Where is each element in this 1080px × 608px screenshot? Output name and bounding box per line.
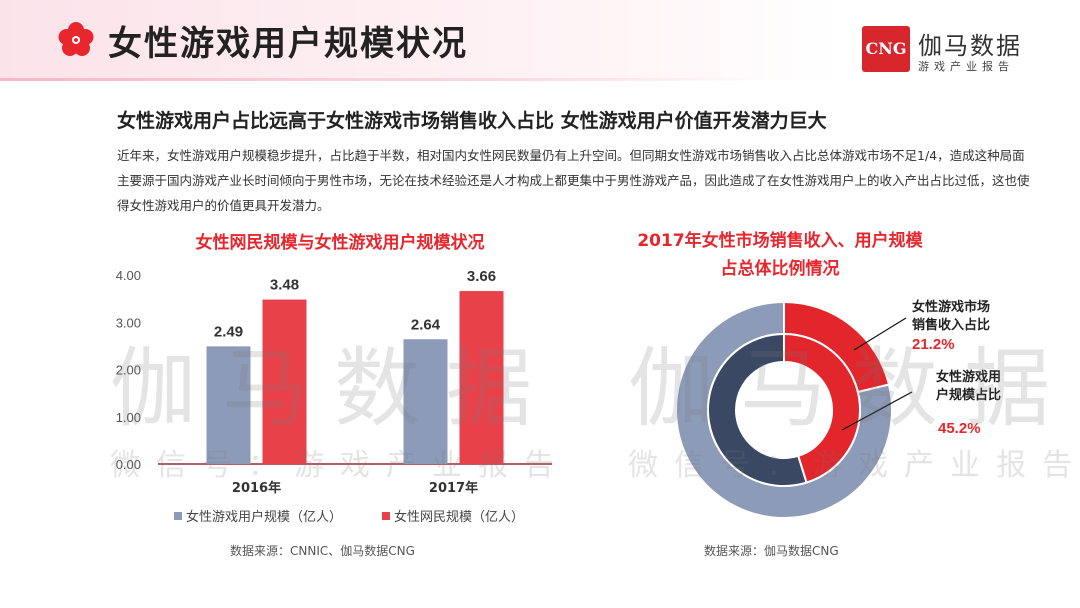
bar xyxy=(403,339,448,464)
logo-name: 伽马数据 xyxy=(918,32,1022,60)
legend-swatch xyxy=(382,512,390,520)
y-tick-label: 3.00 xyxy=(116,315,141,330)
bar-chart-source: 数据来源：CNNIC、伽马数据CNG xyxy=(230,544,415,558)
callout-revenue-line2: 销售收入占比 xyxy=(912,317,990,333)
donut-chart-title-line1: 2017年女性市场销售收入、用户规模 xyxy=(637,231,923,251)
legend-swatch xyxy=(174,512,182,520)
x-category-label: 2016年 xyxy=(232,480,281,496)
callout-users-line1: 女性游戏用 xyxy=(936,369,1001,385)
callout-line-users xyxy=(841,391,913,431)
y-tick-label: 0.00 xyxy=(116,457,141,472)
callout-revenue-line1: 女性游戏市场 xyxy=(912,299,990,315)
bar-chart-title: 女性网民规模与女性游戏用户规模状况 xyxy=(195,233,485,253)
bar-value-label: 2.49 xyxy=(214,323,243,340)
bar-value-label: 2.64 xyxy=(411,316,441,333)
donut-inner-rest-slice xyxy=(707,332,808,487)
x-category-label: 2017年 xyxy=(429,480,478,496)
intro-paragraph: 近年来，女性游戏用户规模稳步提升，占比趋于半数，相对国内女性网民数量仍有上升空间… xyxy=(117,148,1030,213)
donut-chart-title-line2: 占总体比例情况 xyxy=(720,259,840,279)
bar-value-label: 3.48 xyxy=(270,277,299,294)
y-tick-label: 4.00 xyxy=(116,268,141,283)
page-title: 女性游戏用户规模状况 xyxy=(108,24,468,64)
legend-label: 女性网民规模（亿人） xyxy=(394,509,524,525)
bar-value-label: 3.66 xyxy=(467,268,496,285)
y-tick-label: 1.00 xyxy=(116,410,141,425)
donut-chart-source: 数据来源：伽马数据CNG xyxy=(704,544,839,558)
bar xyxy=(262,299,307,464)
callout-line-revenue xyxy=(853,317,907,351)
y-tick-label: 2.00 xyxy=(116,363,141,378)
logo-subtitle: 游戏产业报告 xyxy=(918,60,1014,73)
callout-revenue-value: 21.2% xyxy=(912,336,955,353)
header-divider xyxy=(0,78,760,81)
callout-users-line2: 户规模占比 xyxy=(936,387,1001,403)
cng-logo: CNG xyxy=(862,26,910,72)
callout-users-value: 45.2% xyxy=(938,420,981,437)
section-subheading: 女性游戏用户占比远高于女性游戏市场销售收入占比 女性游戏用户价值开发潜力巨大 xyxy=(117,110,827,132)
legend-label: 女性游戏用户规模（亿人） xyxy=(186,509,342,525)
logo-mark: CNG xyxy=(865,39,907,58)
flower-icon xyxy=(58,22,94,56)
bar xyxy=(206,346,251,464)
donut-inner-users-slice xyxy=(783,332,861,484)
bar xyxy=(459,291,504,464)
